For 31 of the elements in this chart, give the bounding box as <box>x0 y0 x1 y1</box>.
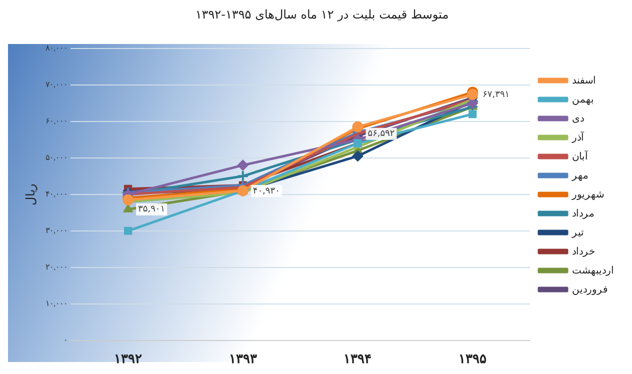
y-tick-label: ۱۰,۰۰۰ <box>45 299 68 308</box>
data-label: ۶۷,۳۹۱ <box>482 90 510 100</box>
legend-label: فروردین <box>572 284 608 296</box>
y-tick-label: ۶۰,۰۰۰ <box>45 116 68 126</box>
data-label: ۳۵,۹۰۱ <box>138 204 166 215</box>
x-tick-label: ۱۳۹۴ <box>344 350 372 366</box>
legend-label: شهریور <box>571 189 604 200</box>
y-tick-label: ۵۰,۰۰۰ <box>45 153 68 162</box>
legend-label: اسفند <box>572 75 596 86</box>
legend-label: خرداد <box>572 246 595 258</box>
x-tick-label: ۱۳۹۵ <box>458 350 487 366</box>
y-tick-label: ۰ <box>64 336 68 345</box>
legend-label: دی <box>572 113 584 124</box>
legend-label: آذر <box>571 130 585 144</box>
legend-label: مرداد <box>572 208 594 220</box>
y-tick-label: ۳۰,۰۰۰ <box>45 226 68 236</box>
legend-label: بهمن <box>572 94 594 106</box>
x-tick-label: ۱۳۹۳ <box>228 350 257 366</box>
chart-title: متوسط قیمت بلیت در ۱۲ ماه سال‌های ۱۳۹۵-۱۳۹۲ <box>195 7 449 22</box>
legend-label: مهر <box>571 170 588 182</box>
y-tick-label: ۴۰,۰۰۰ <box>45 190 68 199</box>
x-tick-label: ۱۳۹۲ <box>114 350 142 366</box>
legend-label: تیر <box>571 227 584 238</box>
y-tick-label: ۷۰,۰۰۰ <box>45 80 68 90</box>
y-axis-title: ریال <box>24 183 38 206</box>
legend-label: اردیبهشت <box>572 265 614 276</box>
data-label: ۵۶,۵۹۲ <box>368 129 395 140</box>
legend-label: آبان <box>572 149 589 162</box>
y-tick-label: ۸۰,۰۰۰ <box>45 44 68 53</box>
data-label: ۴۰,۹۳۰ <box>252 186 280 196</box>
y-tick-label: ۲۰,۰۰۰ <box>45 262 68 272</box>
